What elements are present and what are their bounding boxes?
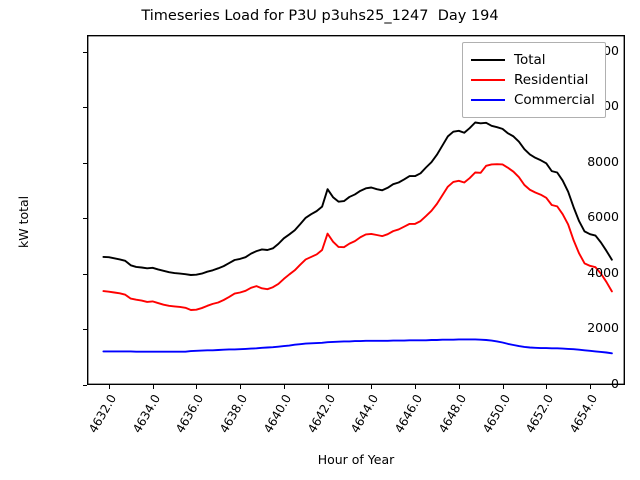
series-line-total: [102, 121, 613, 276]
x-tick-mark: [196, 385, 198, 389]
series-line-commercial: [102, 338, 613, 355]
legend-label: Commercial: [514, 92, 595, 108]
plot-svg: [87, 35, 625, 385]
series-line-residential: [102, 163, 613, 311]
legend-swatch-total: [471, 59, 505, 61]
y-axis-label: kW total: [16, 195, 31, 248]
legend-item-residential: Residential: [471, 70, 595, 90]
legend-swatch-commercial: [471, 99, 505, 101]
chart-legend: Total Residential Commercial: [462, 42, 606, 118]
legend-label: Total: [514, 52, 546, 68]
y-tick-mark: [83, 218, 87, 220]
x-axis-label: Hour of Year: [317, 452, 395, 467]
y-tick-mark: [83, 385, 87, 386]
y-tick-mark: [83, 162, 87, 164]
x-tick-mark: [327, 385, 329, 389]
x-tick-mark: [240, 385, 242, 389]
x-tick-mark: [108, 385, 110, 389]
legend-item-commercial: Commercial: [471, 90, 595, 110]
legend-label: Residential: [514, 72, 589, 88]
x-tick-mark: [152, 385, 154, 389]
x-tick-mark: [283, 385, 285, 389]
x-tick-mark: [502, 385, 504, 389]
x-tick-mark: [371, 385, 373, 389]
x-tick-mark: [415, 385, 417, 389]
series-group: [102, 121, 613, 355]
axes-frame: [87, 35, 625, 385]
x-tick-mark: [546, 385, 548, 389]
y-tick-mark: [83, 273, 87, 275]
chart-title: Timeseries Load for P3U p3uhs25_1247 Day…: [141, 8, 499, 24]
y-tick-mark: [83, 51, 87, 53]
y-tick-mark: [83, 329, 87, 331]
x-tick-mark: [458, 385, 460, 389]
legend-item-total: Total: [471, 50, 595, 70]
x-tick-mark: [590, 385, 591, 389]
legend-swatch-residential: [471, 79, 505, 81]
y-tick-mark: [83, 107, 87, 109]
